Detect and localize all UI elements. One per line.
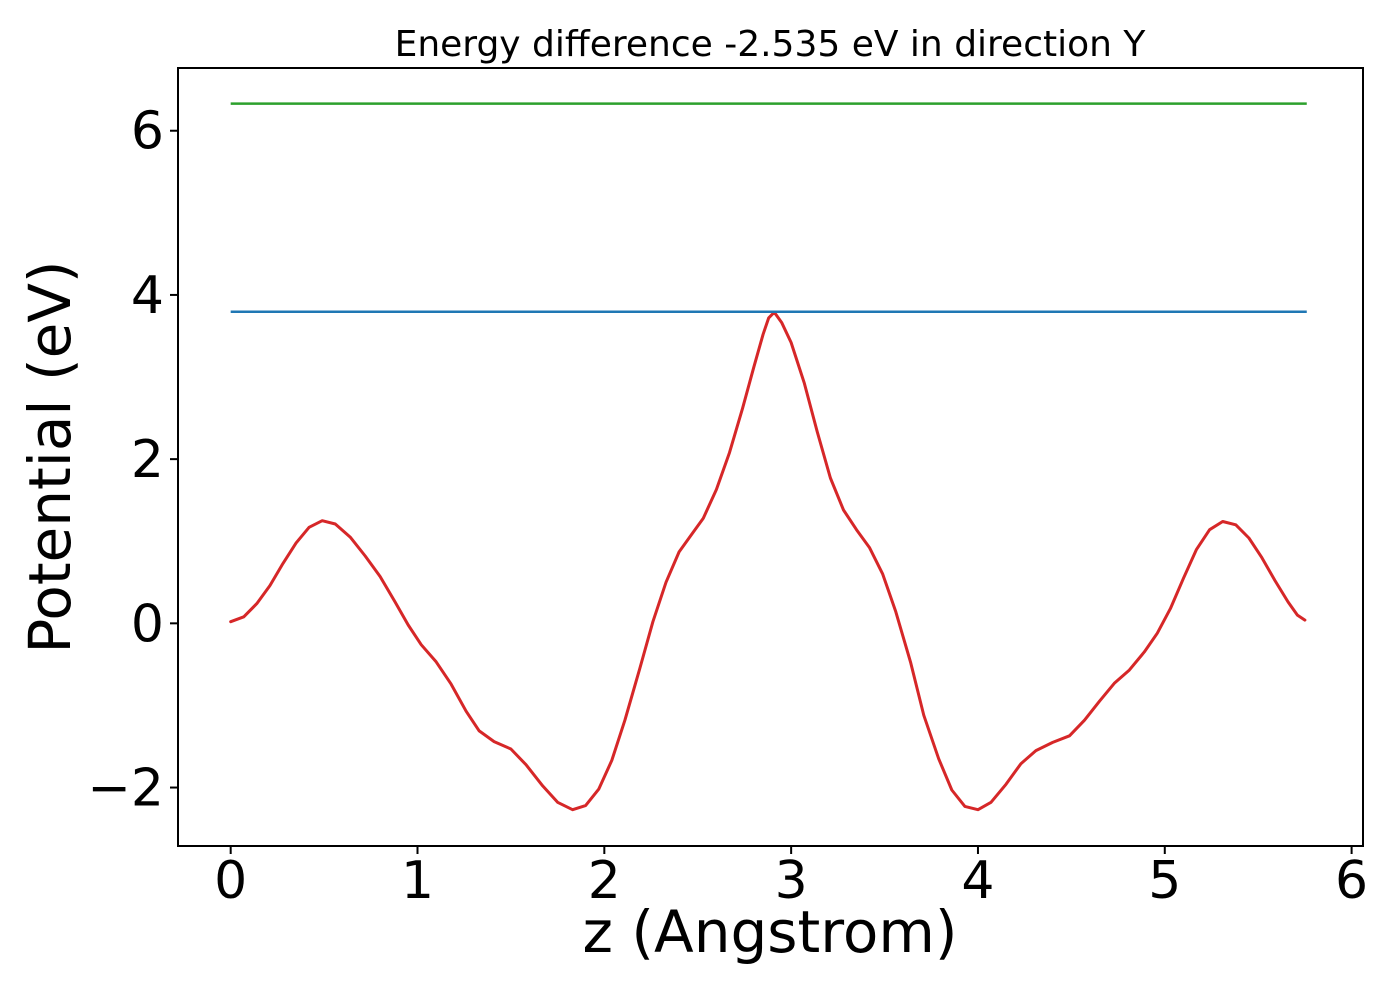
potential-profile [229, 310, 1307, 812]
y-tick-label: 2 [131, 430, 164, 490]
x-axis: 0 1 2 3 4 5 6 [214, 846, 1368, 911]
x-axis-label: z (Angstrom) [583, 898, 958, 966]
series-group [229, 102, 1307, 812]
x-tick-label: 2 [588, 851, 621, 911]
y-axis: −2 0 2 4 6 [87, 102, 178, 819]
y-tick-label: 0 [131, 594, 164, 654]
x-tick-label: 3 [775, 851, 808, 911]
x-tick-label: 0 [214, 851, 247, 911]
x-tick-label: 6 [1335, 851, 1368, 911]
x-tick-label: 5 [1148, 851, 1181, 911]
y-tick-label: 4 [131, 266, 164, 326]
plot-area-border [177, 67, 1364, 847]
y-tick-label: −2 [87, 759, 164, 819]
x-tick-label: 1 [401, 851, 434, 911]
y-tick-label: 6 [131, 102, 164, 162]
x-tick-label: 4 [961, 851, 994, 911]
y-axis-label: Potential (eV) [16, 260, 84, 653]
chart-title: Energy difference -2.535 eV in direction… [395, 24, 1147, 65]
